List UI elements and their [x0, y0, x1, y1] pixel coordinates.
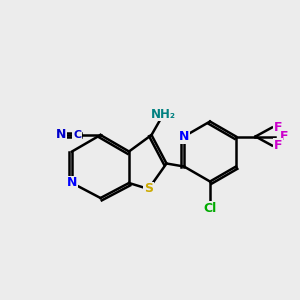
Text: F: F — [274, 139, 282, 152]
Text: F: F — [274, 121, 282, 134]
Text: N: N — [56, 128, 67, 142]
Text: C: C — [73, 130, 81, 140]
Text: F: F — [280, 130, 288, 143]
Text: S: S — [144, 182, 153, 196]
Text: NH₂: NH₂ — [151, 107, 176, 121]
Text: Cl: Cl — [203, 202, 217, 215]
Text: N: N — [179, 130, 189, 143]
Text: N: N — [67, 176, 77, 190]
